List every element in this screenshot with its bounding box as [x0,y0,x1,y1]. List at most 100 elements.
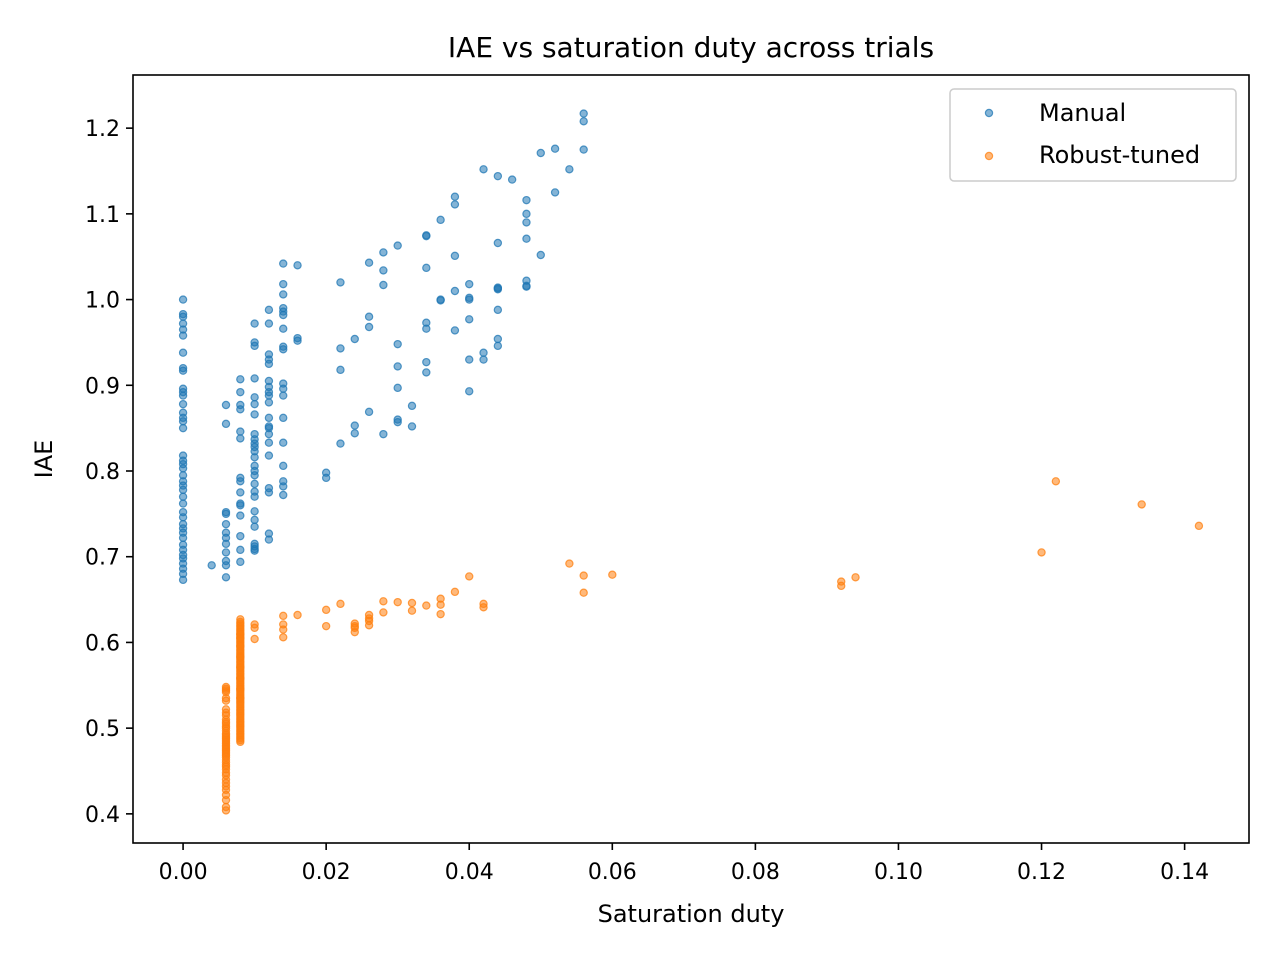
data-point [364,621,374,630]
data-point [236,511,245,520]
data-point [250,471,259,480]
data-point [236,545,245,555]
y-tick-label: 0.4 [85,803,120,828]
data-point [364,312,374,321]
data-point [178,391,188,400]
x-tick-label: 0.08 [731,860,780,885]
data-point [250,546,259,555]
data-point [522,281,531,291]
data-point [350,627,359,637]
data-point [436,609,445,619]
data-point [264,438,274,447]
data-point [279,391,288,400]
data-point [321,605,331,615]
data-point [250,522,259,531]
data-point [178,331,188,340]
data-point [1137,500,1146,509]
data-point [436,296,445,305]
data-point [279,259,288,268]
data-point [493,238,503,248]
data-point [493,305,503,315]
data-point [293,336,302,345]
data-point [465,295,474,304]
data-point [851,573,860,582]
data-point [221,806,231,815]
data-point [279,324,288,333]
data-point [236,737,245,747]
y-tick-label: 0.7 [85,546,120,571]
data-point [250,623,259,633]
data-point [279,384,288,393]
data-point [522,218,531,227]
data-point [236,427,245,436]
data-point [178,348,188,357]
data-point [321,621,331,631]
data-point [250,515,259,525]
legend: Manual Robust-tuned [949,88,1237,182]
data-point [579,145,588,154]
data-point [178,295,188,304]
data-point [450,251,460,261]
legend-marker-manual [984,108,994,118]
data-point [493,171,503,181]
data-point [379,280,388,290]
data-point [279,413,288,423]
legend-label-robust-tuned: Robust-tuned [1039,141,1200,169]
data-point [493,341,503,351]
data-point [450,587,460,597]
data-point [178,499,188,508]
data-point [264,359,274,369]
x-axis-label: Saturation duty [598,900,785,928]
series-manual [178,109,588,585]
data-point [422,601,431,610]
data-point [264,451,274,460]
data-point [264,319,274,328]
data-point [264,535,274,544]
data-point [336,278,345,287]
data-point [221,400,231,410]
legend-marker-robust-tuned [984,151,994,161]
data-point [250,399,259,409]
data-point [279,279,288,289]
data-point [221,696,231,705]
data-point [493,285,503,294]
data-point [479,348,488,357]
data-point [565,559,574,568]
data-point [1051,477,1061,486]
data-point [407,598,417,608]
data-point [479,355,488,364]
x-tick-label: 0.04 [445,860,494,885]
data-point [236,693,245,703]
data-point [1194,521,1204,531]
data-point [465,315,474,324]
y-tick-label: 0.8 [85,460,120,485]
x-tick-label: 0.06 [588,860,637,885]
data-point [579,109,588,118]
data-point [264,305,274,315]
data-point [379,597,388,606]
chart-title: IAE vs saturation duty across trials [448,31,934,64]
data-point [221,419,231,429]
data-point [279,290,288,299]
data-point [279,490,288,500]
data-point [178,399,188,409]
data-point [393,417,402,427]
data-point [178,464,188,473]
data-point [364,322,374,332]
legend-box [949,88,1237,182]
data-point [465,572,474,581]
y-tick-label: 0.5 [85,717,120,742]
y-axis: 0.4 0.5 0.6 0.7 0.8 0.9 1.0 1.1 1.2 [85,117,133,828]
data-point [178,492,188,501]
data-point [321,473,331,483]
data-point [579,588,588,597]
data-point [250,341,259,351]
data-point [264,488,274,497]
data-point [422,324,431,333]
data-point [379,266,388,275]
data-point [236,674,245,683]
y-axis-label: IAE [30,440,58,479]
data-point [550,188,560,197]
data-point [264,391,274,400]
